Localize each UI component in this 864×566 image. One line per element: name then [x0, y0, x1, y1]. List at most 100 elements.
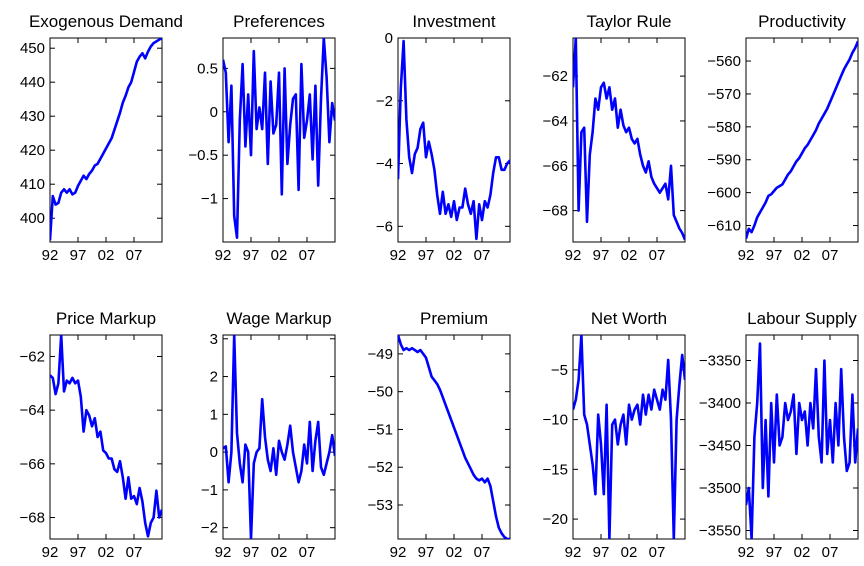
y-tick-label: −50 — [368, 384, 393, 401]
plot-frame — [49, 37, 163, 243]
panel-3: Taylor Rule 92 97 02 07 −68 −66 −64 −62 — [543, 12, 686, 264]
y-tick-label: 430 — [20, 108, 45, 125]
y-tick-label: 0 — [210, 104, 218, 121]
y-tick-label: −6 — [376, 218, 393, 235]
panel-8: Net Worth 92 97 02 07 −20 −15 −10 −5 — [543, 309, 686, 561]
plot-frame — [745, 37, 859, 243]
y-tick-label: 1 — [210, 406, 218, 423]
y-tick-label: −1 — [201, 482, 218, 499]
y-tick-label: 3 — [210, 331, 218, 348]
x-tick-label: 02 — [621, 247, 638, 264]
x-tick-label: 92 — [390, 544, 407, 561]
y-tick-label: −15 — [543, 461, 568, 478]
x-tick-label: 07 — [126, 544, 143, 561]
x-tick-label: 92 — [215, 544, 232, 561]
y-tick-label: −53 — [368, 497, 393, 514]
x-tick-label: 02 — [794, 544, 811, 561]
x-tick-label: 07 — [474, 544, 491, 561]
plot-frame — [397, 37, 511, 243]
y-tick-label: −68 — [543, 203, 568, 220]
y-tick-label: −1 — [201, 191, 218, 208]
panel-title: Investment — [412, 12, 495, 31]
series-line — [398, 39, 510, 241]
panel-title: Productivity — [758, 12, 846, 31]
plot-frame — [397, 334, 511, 540]
y-tick-label: 0.5 — [197, 60, 218, 77]
x-tick-label: 07 — [299, 544, 316, 561]
plot-frame — [49, 334, 163, 540]
y-tick-label: −62 — [20, 348, 45, 365]
y-tick-label: −4 — [376, 156, 393, 173]
panel-5: Price Markup 92 97 02 07 −68 −66 −64 −62 — [20, 309, 163, 561]
y-tick-label: −5 — [551, 362, 568, 379]
x-tick-label: 02 — [98, 544, 115, 561]
x-tick-label: 97 — [243, 544, 260, 561]
y-tick-label: −3450 — [699, 438, 741, 455]
panel-title: Net Worth — [591, 309, 667, 328]
x-tick-label: 92 — [738, 247, 755, 264]
panel-4: Productivity 92 97 02 07 −610 −600 −590 −580 −570… — [707, 12, 859, 264]
panel-title: Taylor Rule — [586, 12, 671, 31]
y-tick-label: −580 — [707, 119, 741, 136]
y-tick-label: 0 — [385, 30, 393, 47]
y-tick-label: −66 — [543, 158, 568, 175]
x-tick-label: 02 — [271, 544, 288, 561]
x-tick-label: 92 — [738, 544, 755, 561]
x-tick-label: 02 — [271, 247, 288, 264]
panel-1: Preferences 92 97 02 07 −1 −0.5 0 0.5 — [188, 12, 336, 264]
y-tick-label: −610 — [707, 218, 741, 235]
x-tick-label: 02 — [446, 247, 463, 264]
x-tick-label: 97 — [593, 544, 610, 561]
x-tick-label: 97 — [418, 544, 435, 561]
x-tick-label: 07 — [299, 247, 316, 264]
panel-9: Labour Supply 92 97 02 07 −3550 −3500 −3450 −340… — [699, 309, 859, 561]
x-tick-label: 07 — [649, 544, 666, 561]
x-tick-label: 07 — [822, 247, 839, 264]
y-tick-label: −66 — [20, 456, 45, 473]
panel-7: Premium 92 97 02 07 −53 −52 −51 −50 −49 — [368, 309, 511, 561]
y-tick-label: −51 — [368, 421, 393, 438]
series-line — [573, 38, 685, 241]
panel-title: Premium — [420, 309, 488, 328]
panel-6: Wage Markup 92 97 02 07 −2 −1 0 1 2 3 — [201, 309, 336, 561]
x-tick-label: 97 — [766, 247, 783, 264]
series-line — [398, 335, 510, 539]
x-tick-label: 97 — [593, 247, 610, 264]
y-tick-label: −0.5 — [188, 147, 218, 164]
y-tick-label: −3500 — [699, 480, 741, 497]
x-tick-label: 97 — [766, 544, 783, 561]
panel-title: Labour Supply — [747, 309, 857, 328]
y-tick-label: 440 — [20, 74, 45, 91]
x-tick-label: 92 — [565, 247, 582, 264]
y-tick-label: −64 — [543, 113, 568, 130]
y-tick-label: −2 — [376, 93, 393, 110]
y-tick-label: −20 — [543, 511, 568, 528]
x-tick-label: 02 — [621, 544, 638, 561]
x-tick-label: 02 — [98, 247, 115, 264]
panel-title: Preferences — [233, 12, 325, 31]
y-tick-label: −560 — [707, 53, 741, 70]
panel-title: Wage Markup — [226, 309, 331, 328]
x-tick-label: 97 — [418, 247, 435, 264]
y-tick-label: 410 — [20, 176, 45, 193]
y-tick-label: 420 — [20, 142, 45, 159]
series-line — [573, 335, 685, 539]
x-tick-label: 97 — [70, 544, 87, 561]
y-tick-label: −52 — [368, 459, 393, 476]
x-tick-label: 92 — [390, 247, 407, 264]
y-tick-label: 450 — [20, 40, 45, 57]
y-tick-label: 2 — [210, 369, 218, 386]
x-tick-label: 92 — [42, 544, 59, 561]
x-tick-label: 92 — [215, 247, 232, 264]
x-tick-label: 97 — [70, 247, 87, 264]
y-tick-label: −62 — [543, 68, 568, 85]
y-tick-label: −570 — [707, 86, 741, 103]
series-line — [50, 38, 162, 241]
y-tick-label: −49 — [368, 346, 393, 363]
y-tick-label: 400 — [20, 210, 45, 227]
series-line — [746, 342, 858, 539]
x-tick-label: 07 — [126, 247, 143, 264]
y-tick-label: −590 — [707, 152, 741, 169]
